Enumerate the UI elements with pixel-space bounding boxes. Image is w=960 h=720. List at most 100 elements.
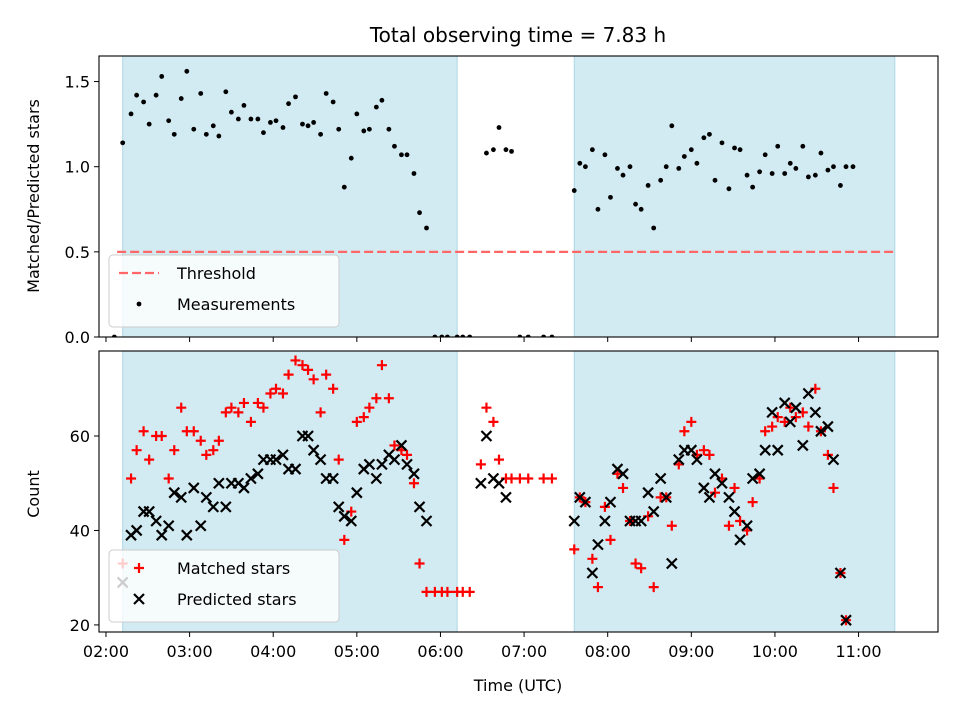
measurements-point-5 <box>141 99 146 105</box>
measurements-point-38 <box>348 155 354 161</box>
predicted-stars-point-91 <box>790 401 802 414</box>
measurements-point-28 <box>286 101 291 107</box>
legend-swatch-measurements <box>136 301 142 307</box>
matched-stars-point-44 <box>389 440 400 451</box>
measurements-point-61 <box>509 148 514 154</box>
measurements-point-75 <box>627 164 633 170</box>
plot-area-top <box>111 68 856 337</box>
measurements-point-21 <box>241 102 247 108</box>
measurements-point-83 <box>676 166 682 171</box>
matched-stars-point-47 <box>408 478 419 489</box>
matched-stars-point-24 <box>265 388 276 399</box>
measurements-point-20 <box>235 116 241 122</box>
predicted-stars-point-15 <box>207 501 220 513</box>
matched-stars-point-34 <box>328 383 339 394</box>
matched-stars-point-40 <box>364 402 375 413</box>
measurements-point-42 <box>373 104 379 110</box>
measurements-point-24 <box>261 130 266 136</box>
y-tick-label: 1.0 <box>65 158 90 177</box>
predicted-stars-point-90 <box>784 416 797 428</box>
measurements-point-40 <box>361 128 367 134</box>
predicted-stars-point-40 <box>363 458 376 471</box>
matched-stars-point-104 <box>803 421 814 432</box>
measurements-point-17 <box>216 133 222 139</box>
measurements-point-92 <box>732 145 737 151</box>
measurements-point-95 <box>750 184 756 190</box>
measurements-point-14 <box>198 91 204 96</box>
measurements-point-6 <box>146 121 152 127</box>
bottom-y-axis-title: Count <box>24 470 43 518</box>
predicted-stars-point-12 <box>187 482 200 494</box>
measurements-point-9 <box>166 118 172 124</box>
matched-stars-point-74 <box>618 482 629 493</box>
measurements-point-37 <box>341 184 347 190</box>
predicted-stars-point-84 <box>746 472 759 485</box>
matched-stars-point-31 <box>308 374 319 385</box>
measurements-point-64 <box>541 334 546 337</box>
predicted-stars-point-28 <box>289 463 302 475</box>
matched-stars-point-10 <box>176 402 187 413</box>
matched-stars-point-49 <box>421 586 432 597</box>
predicted-stars-point-63 <box>617 468 629 480</box>
matched-stars-point-100 <box>779 416 790 427</box>
top-y-axis-title: Matched/Predicted stars <box>24 99 43 293</box>
measurements-point-34 <box>323 91 329 96</box>
predicted-stars-point-53 <box>493 477 505 490</box>
predicted-stars-point-76 <box>698 482 710 494</box>
measurements-point-7 <box>153 92 159 98</box>
measurements-point-31 <box>305 123 311 129</box>
legend-label-matched-stars: Matched stars <box>177 559 290 578</box>
matched-stars-point-41 <box>371 393 382 404</box>
legend-label-threshold: Threshold <box>176 264 256 283</box>
matched-stars-point-46 <box>402 449 413 460</box>
predicted-stars-point-36 <box>338 510 351 523</box>
measurements-point-60 <box>503 147 509 153</box>
legend-label-measurements: Measurements <box>177 295 295 314</box>
measurements-point-53 <box>445 334 450 337</box>
measurements-point-68 <box>582 164 588 170</box>
matched-stars-point-107 <box>822 449 833 460</box>
predicted-stars-point-80 <box>723 491 735 504</box>
predicted-stars-point-93 <box>802 387 815 400</box>
matched-stars-point-2 <box>126 473 137 484</box>
measurements-point-106 <box>818 150 824 156</box>
predicted-stars-point-99 <box>840 614 852 626</box>
x-tick-label: 11:00 <box>836 642 882 661</box>
matched-stars-point-69 <box>587 553 598 564</box>
matched-stars-point-27 <box>283 369 294 380</box>
measurements-point-70 <box>595 206 601 212</box>
matched-stars-point-28 <box>290 355 301 366</box>
matched-stars-point-30 <box>303 364 314 375</box>
measurements-point-18 <box>223 89 229 95</box>
matched-stars-point-7 <box>156 431 167 442</box>
measurements-point-55 <box>460 334 466 337</box>
measurements-point-47 <box>404 152 410 158</box>
predicted-stars-point-66 <box>635 515 647 527</box>
matched-stars-point-56 <box>475 459 486 470</box>
measurements-point-97 <box>762 152 768 158</box>
matched-stars-point-63 <box>523 473 534 484</box>
matched-stars-point-79 <box>648 582 659 593</box>
measurements-point-107 <box>825 167 831 173</box>
predicted-stars-point-68 <box>647 505 660 518</box>
x-tick-label: 03:00 <box>167 642 213 661</box>
predicted-stars-point-77 <box>703 491 716 504</box>
matched-stars-point-88 <box>704 449 715 460</box>
measurements-point-69 <box>589 147 595 153</box>
measurements-point-74 <box>620 172 626 178</box>
measurements-point-2 <box>120 140 126 146</box>
measurements-point-16 <box>210 123 216 129</box>
predicted-stars-point-51 <box>480 430 493 442</box>
predicted-stars-point-89 <box>778 397 791 409</box>
predicted-stars-point-92 <box>797 439 809 452</box>
measurements-point-43 <box>379 97 385 103</box>
measurements-point-65 <box>549 334 555 337</box>
matched-stars-point-84 <box>679 426 690 437</box>
predicted-stars-point-34 <box>327 472 339 485</box>
predicted-stars-point-95 <box>815 425 827 438</box>
matched-stars-point-14 <box>201 449 212 460</box>
x-tick-label: 10:00 <box>752 642 798 661</box>
matched-stars-point-70 <box>592 582 603 593</box>
x-tick-label: 02:00 <box>83 642 129 661</box>
matched-stars-point-55 <box>464 586 475 597</box>
